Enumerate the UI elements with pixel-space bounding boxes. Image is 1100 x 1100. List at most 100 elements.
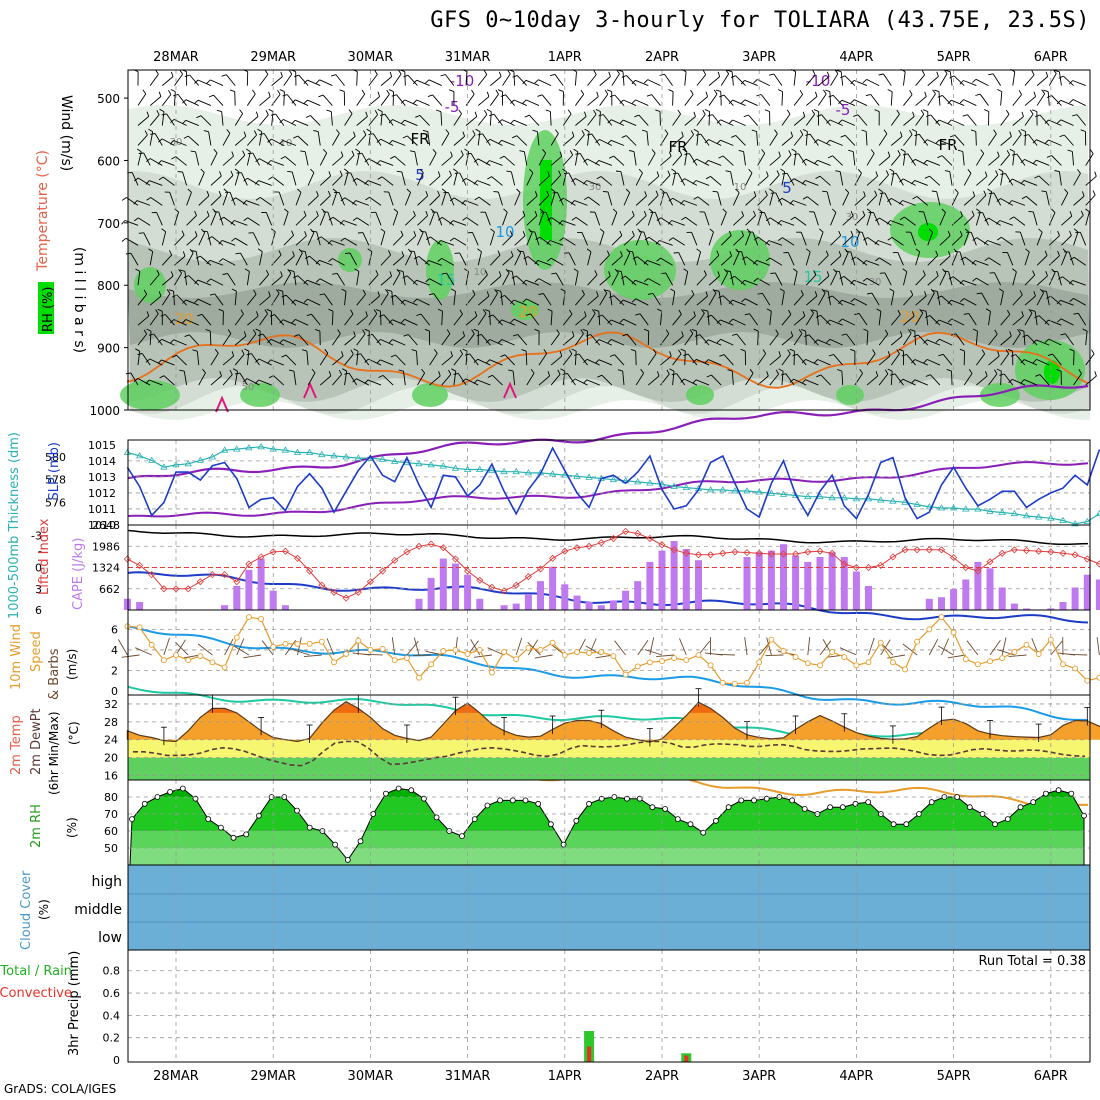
upper-wind-barb-flag	[631, 280, 636, 285]
upper-wind-barb-flag	[300, 250, 306, 253]
upper-wind-barb	[611, 255, 623, 266]
upper-wind-barb	[671, 220, 685, 226]
upper-wind-barb	[720, 338, 734, 346]
upper-wind-barb	[543, 293, 552, 306]
upper-wind-barb-flag	[155, 69, 159, 75]
upper-wind-barb-flag	[328, 308, 334, 312]
lifted-index-point	[767, 550, 775, 558]
upper-wind-barb	[805, 179, 819, 186]
lifted-index-point	[901, 546, 909, 554]
upper-wind-barb-flag	[231, 351, 235, 357]
upper-wind-barb-flag	[959, 298, 965, 303]
upper-wind-barb	[723, 354, 734, 366]
upper-wind-barb	[757, 331, 759, 346]
upper-wind-barb	[1048, 139, 1062, 146]
upper-wind-barb	[963, 215, 975, 226]
cloud-level-middle: middle	[74, 902, 122, 918]
upper-wind-barb-flag	[719, 354, 725, 357]
upper-wind-barb-flag	[462, 217, 467, 221]
upper-wind-barb	[890, 371, 893, 386]
upper-wind-barb-flag	[437, 217, 443, 221]
upper-wind-barb-flag	[150, 133, 156, 135]
upper-wind-barb-flag	[532, 129, 538, 133]
upper-wind-barb	[805, 295, 818, 306]
rh2m-point	[1043, 790, 1049, 797]
rh2m-point	[141, 800, 148, 807]
upper-wind-barb	[598, 159, 613, 166]
rh2m-point	[700, 829, 707, 836]
upper-wind-barb-flag	[1020, 180, 1025, 185]
upper-wind-barb-flag	[549, 73, 556, 77]
wind10-barb	[928, 638, 939, 656]
rh2m-point	[1017, 804, 1024, 811]
upper-wind-barb	[529, 114, 540, 126]
wind10-speed-point	[999, 655, 1006, 662]
upper-wind-barb	[890, 91, 893, 106]
upper-wind-barb	[975, 131, 977, 146]
upper-wind-barb	[562, 220, 576, 226]
upper-wind-barb-flag	[659, 73, 665, 76]
lifted-index-point	[172, 585, 180, 593]
wind10-barb	[326, 638, 335, 656]
upper-wind-barb	[234, 171, 240, 186]
upper-wind-barb	[550, 374, 561, 386]
rh2m-point	[890, 821, 897, 828]
upper-wind-barb-flag	[1054, 70, 1060, 73]
upper-wind-barb	[441, 174, 452, 186]
upper-wind-barb	[284, 156, 297, 166]
upper-wind-barb	[939, 338, 953, 346]
upper-wind-barb-flag	[315, 328, 321, 332]
wind-tick: 4	[111, 644, 118, 657]
upper-wind-barb-flag	[789, 178, 795, 183]
upper-wind-barb-flag	[482, 309, 487, 314]
upper-wind-barb-flag	[485, 359, 490, 364]
upper-wind-barb	[988, 311, 991, 326]
upper-wind-barb-flag	[971, 210, 975, 216]
cape-bar	[549, 566, 557, 610]
rh2m-point	[560, 841, 567, 848]
date-label-bottom: 2APR	[645, 1069, 679, 1084]
upper-ytick: 900	[97, 342, 120, 356]
upper-wind-barb	[938, 319, 953, 326]
upper-wind-barb	[988, 217, 1001, 226]
upper-wind-barb	[623, 252, 631, 266]
upper-wind-barb	[915, 131, 917, 146]
upper-wind-barb-flag	[179, 369, 185, 372]
upper-wind-barb	[562, 171, 567, 186]
upper-wind-barb-flag	[826, 271, 830, 277]
upper-wind-barb-flag	[597, 374, 603, 378]
upper-wind-barb	[417, 215, 428, 226]
upper-wind-barb	[672, 335, 684, 346]
upper-wind-barb-flag	[412, 298, 418, 303]
thickness-point	[293, 448, 302, 455]
upper-wind-barb	[879, 257, 892, 266]
upper-wind-barb-flag	[258, 333, 264, 337]
upper-wind-barb-flag	[179, 69, 183, 75]
upper-wind-barb	[173, 339, 187, 346]
upper-wind-barb-flag	[899, 216, 905, 221]
upper-wind-barb-flag	[449, 220, 454, 225]
upper-wind-barb-flag	[1035, 114, 1041, 118]
upper-wind-barb	[554, 74, 564, 86]
upper-wind-barb	[708, 111, 711, 126]
upper-wind-barb	[866, 353, 876, 366]
upper-wind-barb-flag	[487, 374, 493, 378]
upper-wind-barb-flag	[823, 289, 829, 292]
upper-wind-barb	[259, 295, 271, 306]
label-millibars: (m i l l i b a r s)	[71, 247, 87, 353]
upper-wind-barb-flag	[594, 270, 598, 276]
upper-wind-barb	[453, 197, 467, 206]
upper-wind-barb-flag	[1046, 155, 1052, 158]
upper-wind-barb	[793, 134, 804, 146]
upper-wind-barb	[793, 71, 797, 86]
wind10-speed-point	[270, 643, 277, 650]
upper-wind-barb	[418, 256, 430, 266]
upper-wind-barb-flag	[570, 378, 576, 383]
thickness-point	[488, 466, 496, 473]
upper-wind-barb	[843, 276, 856, 286]
upper-wind-barb-flag	[924, 175, 930, 179]
upper-wind-barb	[404, 215, 416, 226]
upper-wind-barb-flag	[831, 208, 837, 213]
upper-wind-barb	[221, 239, 236, 246]
upper-wind-barb-flag	[471, 89, 475, 95]
